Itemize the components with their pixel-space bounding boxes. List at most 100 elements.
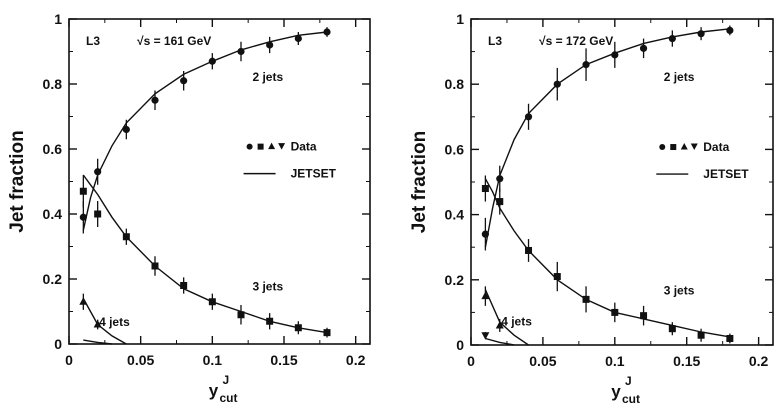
data-point-3-jets [266,317,274,325]
legend-marker-triangle-down [278,143,286,150]
x-tick-label: 0.05 [529,353,556,369]
experiment-label: L3 [86,34,100,48]
y-tick-label: 1 [54,11,62,27]
data-point-2-jets [639,44,648,52]
data-point-3-jets [668,325,676,333]
legend-marker-square [257,143,264,150]
data-point-3-jets [726,334,734,342]
label-3-jets: 3 jets [664,283,695,297]
model-curve-2-jets [484,28,730,248]
x-axis-label-sup: J [625,374,632,388]
legend-marker-triangle-up [680,143,688,150]
label-4-jets: 4 jets [99,315,130,329]
data-point-2-jets [481,230,489,238]
x-tick-label: 0.1 [203,352,223,368]
x-tick-label: 0.15 [673,353,700,369]
model-curve-5-jets [485,337,515,346]
data-point-2-jets [208,57,216,65]
y-tick-label: 0 [456,337,464,353]
data-point-2-jets [668,34,676,43]
data-point-4-jets [79,297,88,305]
plot-frame [68,18,371,345]
model-curve-2-jets [82,31,328,231]
data-point-3-jets [79,187,87,195]
panel-172-gev: 0 0.2 0.4 0.6 0.8 1 0 0.05 0.1 0.15 0.2 Jet fractio… [409,11,774,406]
data-point-2-jets [496,175,504,183]
data-point-2-jets [323,28,331,36]
data-point-3-jets [122,233,130,241]
plot-frame [470,18,774,346]
data-point-4-jets [495,320,504,329]
legend-model-label: JETSET [703,167,749,181]
legend-model-label: JETSET [291,167,337,181]
model-curve-4-jets [484,289,529,346]
x-tick-label: 0.05 [127,352,154,368]
data-point-2-jets [294,34,302,43]
legend-data-label: Data [703,140,729,154]
legend-marker-square [670,144,677,151]
label-3-jets: 3 jets [252,279,283,293]
data-point-3-jets [151,262,159,270]
model-curve-3-jets [82,174,328,334]
data-point-3-jets [553,273,561,281]
y-tick-label: 0.2 [43,271,63,287]
data-point-2-jets [180,77,188,85]
data-point-3-jets [496,198,504,206]
model-curve-5-jets [83,339,113,345]
data-point-3-jets [611,308,619,316]
legend-data-label: Data [291,140,317,154]
data-point-3-jets [582,295,590,303]
energy-label: √s = 172 GeV [539,34,613,48]
y-tick-label: 0.6 [43,141,63,157]
model-curve-4-jets [82,298,127,345]
y-tick-label: 0.6 [445,141,465,157]
x-axis-label: y [611,382,621,401]
y-tick-label: 1 [456,11,464,27]
data-point-3-jets [208,298,216,306]
label-2-jets: 2 jets [664,70,695,84]
y-axis-label: Jet fraction [7,130,28,232]
data-point-4-jets [481,291,490,300]
x-tick-label: 0 [65,352,73,368]
x-axis-label: y [209,381,219,400]
label-2-jets: 2 jets [252,70,283,84]
experiment-label: L3 [488,34,502,48]
x-axis-label-sub: cut [220,391,238,405]
data-point-2-jets [237,47,245,56]
data-point-3-jets [294,324,302,332]
data-point-2-jets [553,80,561,88]
data-point-2-jets [611,51,619,59]
data-point-2-jets [524,113,533,121]
legend-marker-triangle-down [690,143,698,151]
x-tick-label: 0.2 [346,352,366,368]
x-tick-label: 0 [467,353,475,369]
data-point-3-jets [323,329,331,337]
data-point-5-jets [481,332,490,340]
data-point-3-jets [525,246,533,254]
y-tick-label: 0.8 [445,76,465,92]
x-axis-label-sup: J [223,373,230,387]
data-point-3-jets [697,331,705,339]
data-point-2-jets [726,26,734,35]
data-point-3-jets [237,311,245,319]
y-tick-label: 0.2 [445,272,465,288]
data-point-2-jets [697,30,705,38]
data-point-2-jets [151,96,159,104]
data-point-2-jets [94,168,102,176]
data-point-4-jets [93,320,102,328]
x-tick-label: 0.15 [270,352,297,368]
data-point-3-jets [94,210,102,218]
y-axis-label: Jet fraction [409,131,430,233]
data-point-3-jets [640,312,648,320]
data-point-2-jets [266,41,274,49]
data-point-2-jets [79,213,87,221]
legend-marker-triangle-up [268,142,276,150]
legend-marker-circle [659,144,666,151]
y-tick-label: 0.8 [43,76,63,92]
model-curve-3-jets [484,178,731,338]
x-tick-label: 0.2 [749,353,769,369]
data-point-3-jets [481,185,489,193]
data-point-2-jets [122,125,130,134]
